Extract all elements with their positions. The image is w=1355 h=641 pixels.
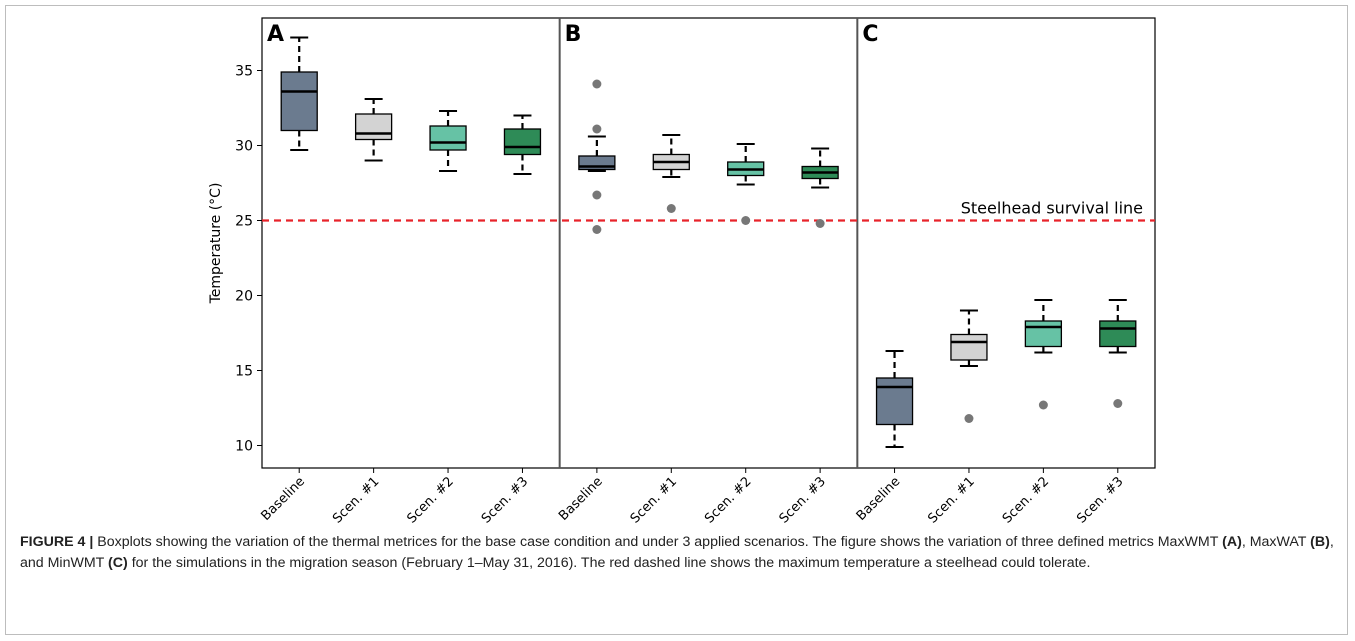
y-axis-label: Temperature (°C): [208, 183, 224, 305]
box-iqr: [875, 377, 914, 426]
y-tick-label: 25: [235, 214, 253, 230]
y-tick-label: 30: [235, 139, 253, 155]
caption-text-2: , MaxWAT: [1241, 534, 1311, 550]
caption-text-1: Boxplots showing the variation of the th…: [93, 534, 1223, 550]
y-tick-label: 35: [235, 64, 253, 80]
x-tick-label: Baseline: [258, 474, 308, 524]
outlier-point: [592, 190, 602, 200]
outlier-point: [1113, 399, 1123, 408]
outlier-point: [592, 79, 602, 89]
x-tick-label: Scen. #3: [479, 474, 531, 526]
outlier-point: [815, 219, 825, 228]
x-tick-label: Scen. #1: [925, 474, 977, 526]
x-tick-label: Scen. #1: [330, 474, 382, 526]
outlier-point: [592, 124, 602, 134]
panel-label: B: [565, 22, 582, 47]
box-iqr: [950, 333, 988, 361]
outlier-point: [964, 414, 974, 423]
caption-ref-b: (B): [1310, 534, 1330, 550]
outlier-point: [592, 225, 602, 234]
caption-lead: FIGURE 4 |: [20, 534, 94, 550]
box-iqr: [1024, 320, 1063, 348]
outlier-point: [741, 216, 751, 225]
x-tick-label: Scen. #3: [1074, 474, 1126, 526]
box-iqr: [429, 125, 467, 151]
box-iqr: [1099, 320, 1137, 348]
outlier-point: [666, 204, 676, 213]
x-tick-label: Scen. #2: [702, 474, 754, 526]
box-iqr: [354, 113, 393, 141]
box-iqr: [280, 71, 318, 132]
x-tick-label: Baseline: [854, 474, 904, 524]
figure-frame: [5, 5, 1348, 635]
panel-label: C: [862, 22, 878, 47]
figure-caption: FIGURE 4 | Boxplots showing the variatio…: [20, 532, 1335, 574]
caption-text-4: for the simulations in the migration sea…: [127, 555, 1091, 571]
caption-ref-a: (A): [1222, 534, 1242, 550]
caption-ref-c: (C): [108, 555, 128, 571]
x-tick-label: Baseline: [556, 474, 606, 524]
x-tick-label: Scen. #1: [628, 474, 680, 526]
x-tick-label: Scen. #2: [1000, 474, 1052, 526]
x-tick-label: Scen. #3: [777, 474, 829, 526]
caption-text-3: , and MinWMT: [20, 534, 1334, 571]
outlier-point: [1038, 400, 1048, 410]
survival-line-label: Steelhead survival line: [961, 199, 1143, 218]
panel-label: A: [267, 22, 284, 47]
y-tick-label: 15: [235, 364, 253, 380]
box-iqr: [503, 128, 542, 156]
y-tick-label: 20: [235, 289, 253, 305]
plot-area-border: [261, 17, 1156, 469]
x-tick-label: Scen. #2: [404, 474, 456, 526]
boxplot-chart: 10 15 20 25 30 35 Temperature (°C) Steelhead su…: [208, 17, 1156, 527]
y-tick-label: 10: [235, 439, 253, 455]
